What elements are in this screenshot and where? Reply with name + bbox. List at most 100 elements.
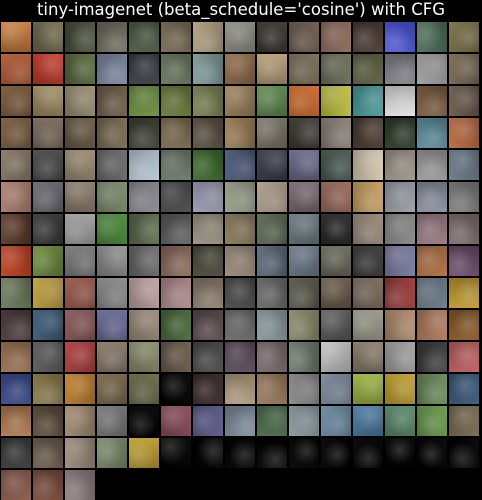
sample-tile — [417, 374, 447, 404]
sample-tile — [161, 438, 191, 468]
sample-tile — [257, 278, 287, 308]
sample-tile — [289, 342, 319, 372]
sample-tile — [289, 374, 319, 404]
sample-tile — [257, 214, 287, 244]
sample-tile — [193, 150, 223, 180]
sample-tile — [225, 54, 255, 84]
sample-tile — [65, 470, 95, 500]
sample-tile — [161, 22, 191, 52]
sample-tile — [225, 86, 255, 116]
sample-tile — [225, 22, 255, 52]
sample-tile — [161, 310, 191, 340]
sample-tile — [65, 22, 95, 52]
sample-tile — [33, 406, 63, 436]
sample-tile — [33, 214, 63, 244]
sample-tile — [65, 310, 95, 340]
sample-tile — [321, 278, 351, 308]
sample-tile — [257, 406, 287, 436]
sample-tile — [257, 22, 287, 52]
sample-tile — [65, 406, 95, 436]
sample-tile — [129, 438, 159, 468]
sample-tile — [129, 246, 159, 276]
sample-tile — [449, 214, 479, 244]
sample-tile — [353, 406, 383, 436]
sample-tile — [193, 310, 223, 340]
sample-tile — [417, 342, 447, 372]
sample-tile — [161, 54, 191, 84]
sample-tile — [161, 86, 191, 116]
sample-tile — [385, 214, 415, 244]
sample-tile — [33, 438, 63, 468]
sample-tile — [289, 22, 319, 52]
sample-tile — [193, 54, 223, 84]
sample-tile — [193, 118, 223, 148]
sample-tile — [193, 246, 223, 276]
sample-tile — [1, 438, 31, 468]
sample-tile — [449, 310, 479, 340]
sample-tile — [225, 182, 255, 212]
sample-tile — [321, 438, 351, 468]
sample-tile — [385, 438, 415, 468]
sample-tile — [289, 406, 319, 436]
sample-tile — [385, 342, 415, 372]
sample-tile — [417, 22, 447, 52]
sample-tile — [257, 150, 287, 180]
sample-tile — [353, 182, 383, 212]
sample-tile — [353, 54, 383, 84]
sample-tile — [129, 86, 159, 116]
sample-tile — [65, 150, 95, 180]
sample-tile — [449, 278, 479, 308]
sample-tile — [129, 310, 159, 340]
sample-tile — [193, 278, 223, 308]
sample-tile — [353, 150, 383, 180]
sample-tile — [385, 150, 415, 180]
sample-tile — [257, 438, 287, 468]
sample-tile — [385, 246, 415, 276]
sample-tile — [257, 374, 287, 404]
sample-tile — [353, 246, 383, 276]
sample-tile — [1, 374, 31, 404]
sample-tile — [129, 214, 159, 244]
sample-tile — [97, 278, 127, 308]
sample-tile — [385, 374, 415, 404]
sample-tile — [65, 374, 95, 404]
sample-tile — [321, 54, 351, 84]
sample-tile — [65, 86, 95, 116]
sample-tile — [161, 150, 191, 180]
sample-tile — [449, 182, 479, 212]
sample-tile — [321, 182, 351, 212]
sample-tile — [161, 118, 191, 148]
sample-tile — [321, 342, 351, 372]
sample-tile — [1, 310, 31, 340]
sample-tile — [321, 406, 351, 436]
sample-tile — [353, 438, 383, 468]
image-sample-grid — [1, 22, 481, 500]
sample-tile — [193, 342, 223, 372]
sample-tile — [417, 150, 447, 180]
sample-tile — [417, 406, 447, 436]
sample-tile — [97, 310, 127, 340]
sample-tile — [161, 374, 191, 404]
sample-tile — [65, 278, 95, 308]
sample-tile — [321, 246, 351, 276]
sample-tile — [97, 246, 127, 276]
sample-tile — [97, 406, 127, 436]
sample-tile — [129, 374, 159, 404]
sample-tile — [385, 118, 415, 148]
sample-tile — [193, 374, 223, 404]
sample-tile — [449, 438, 479, 468]
sample-tile — [225, 374, 255, 404]
sample-tile — [161, 214, 191, 244]
sample-tile — [97, 182, 127, 212]
sample-tile — [97, 150, 127, 180]
sample-tile — [1, 86, 31, 116]
sample-tile — [321, 22, 351, 52]
sample-tile — [225, 118, 255, 148]
sample-tile — [193, 214, 223, 244]
sample-tile — [1, 182, 31, 212]
sample-tile — [385, 278, 415, 308]
sample-tile — [417, 246, 447, 276]
sample-tile — [97, 214, 127, 244]
sample-tile — [385, 54, 415, 84]
sample-tile — [97, 374, 127, 404]
